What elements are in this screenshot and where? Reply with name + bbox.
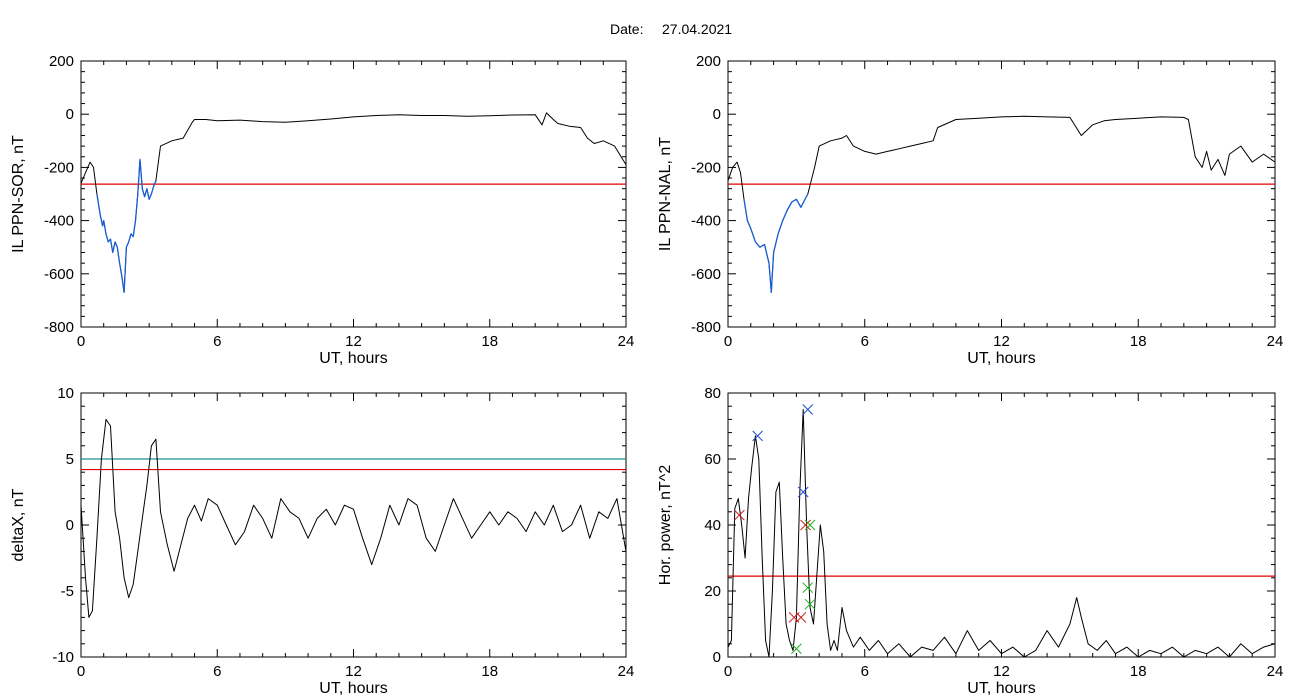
x-tick-label: 0 bbox=[724, 333, 732, 350]
x-axis-label: UT, hours bbox=[319, 350, 387, 367]
y-tick-label: -400 bbox=[691, 213, 721, 230]
marker-x bbox=[804, 519, 816, 531]
marker-x bbox=[804, 598, 816, 610]
series-line bbox=[80, 418, 627, 618]
y-tick-label: -10 bbox=[52, 649, 74, 666]
y-tick-label: 200 bbox=[49, 53, 74, 70]
marker-x bbox=[797, 486, 809, 498]
date-label: Date: bbox=[610, 21, 643, 37]
x-tick-label: 12 bbox=[345, 333, 362, 350]
x-tick-label: 0 bbox=[77, 333, 85, 350]
x-axis-label: UT, hours bbox=[967, 350, 1035, 367]
y-tick-label: 0 bbox=[713, 106, 721, 123]
x-tick-label: 6 bbox=[213, 663, 221, 680]
panel-il-ppn-nal: 0 6 12 18 24 UT, hours -800 -600 -400 -200 0 200 IL … bbox=[657, 53, 1283, 367]
marker-x-stroke bbox=[802, 404, 814, 415]
x-tick-label: 24 bbox=[1267, 333, 1284, 350]
marker-x bbox=[752, 430, 763, 442]
x-tick-label: 12 bbox=[993, 663, 1010, 680]
series-highlight bbox=[96, 158, 157, 294]
marker-x bbox=[795, 612, 807, 623]
marker-x-stroke bbox=[802, 582, 814, 594]
marker-x-stroke bbox=[804, 598, 816, 610]
x-axis-label: UT, hours bbox=[967, 680, 1035, 697]
x-tick-label: 18 bbox=[481, 333, 498, 350]
x-tick-label: 12 bbox=[993, 333, 1010, 350]
series-line bbox=[80, 112, 627, 293]
y-tick-label: -200 bbox=[691, 159, 721, 176]
y-tick-label: 5 bbox=[66, 451, 74, 468]
x-tick-label: 18 bbox=[481, 663, 498, 680]
y-tick-label: 80 bbox=[704, 385, 721, 402]
marker-x bbox=[802, 582, 814, 594]
y-tick-label: 10 bbox=[57, 385, 74, 402]
x-tick-label: 12 bbox=[345, 663, 362, 680]
y-tick-label: -600 bbox=[44, 266, 74, 283]
panel-il-ppn-sor: 0 6 12 18 24 UT, hours -800 -600 -400 -200 0 200 IL … bbox=[10, 53, 634, 367]
series-line bbox=[727, 115, 1276, 293]
y-tick-label: -400 bbox=[44, 213, 74, 230]
marker-x-stroke bbox=[800, 519, 811, 531]
x-tick-label: 6 bbox=[213, 333, 221, 350]
x-axis-label: UT, hours bbox=[319, 680, 387, 697]
marker-x-stroke bbox=[797, 486, 809, 498]
y-tick-label: 0 bbox=[66, 517, 74, 534]
series-line bbox=[727, 409, 1276, 658]
marker-x-stroke bbox=[795, 612, 807, 623]
panel-hor-power: 0 6 12 18 24 UT, hours 0 20 40 60 80 Hor. power, nT… bbox=[657, 385, 1283, 697]
x-tick-label: 18 bbox=[1130, 333, 1147, 350]
marker-x bbox=[800, 519, 811, 531]
x-tick-label: 24 bbox=[618, 663, 635, 680]
marker-x bbox=[802, 404, 814, 415]
panel-deltax: 0 6 12 18 24 UT, hours -10 -5 0 5 10 deltaX, nT bbox=[10, 385, 634, 697]
x-tick-label: 0 bbox=[724, 663, 732, 680]
marker-x bbox=[791, 643, 802, 655]
y-tick-label: 0 bbox=[713, 649, 721, 666]
y-tick-label: 200 bbox=[696, 53, 721, 70]
y-axis-label: deltaX, nT bbox=[10, 488, 27, 561]
plot-frame bbox=[727, 60, 1276, 328]
date-value: 27.04.2021 bbox=[662, 21, 732, 37]
y-tick-label: -800 bbox=[691, 319, 721, 336]
y-tick-label: -800 bbox=[44, 319, 74, 336]
series-highlight bbox=[743, 193, 809, 294]
y-tick-label: -200 bbox=[44, 159, 74, 176]
y-tick-label: -5 bbox=[61, 583, 74, 600]
marker-x-stroke bbox=[791, 643, 802, 655]
x-tick-label: 18 bbox=[1130, 663, 1147, 680]
y-axis-label: IL PPN-NAL, nT bbox=[657, 137, 674, 251]
marker-x-stroke bbox=[752, 430, 763, 442]
x-tick-label: 24 bbox=[1267, 663, 1284, 680]
x-tick-label: 0 bbox=[77, 663, 85, 680]
y-tick-label: 40 bbox=[704, 517, 721, 534]
y-tick-label: -600 bbox=[691, 266, 721, 283]
marker-x-stroke bbox=[804, 519, 816, 531]
y-axis-label: Hor. power, nT^2 bbox=[657, 465, 674, 586]
x-tick-label: 6 bbox=[861, 663, 869, 680]
y-tick-label: 20 bbox=[704, 583, 721, 600]
y-tick-label: 60 bbox=[704, 451, 721, 468]
y-tick-label: 0 bbox=[66, 106, 74, 123]
plot-frame bbox=[80, 60, 627, 328]
y-axis-label: IL PPN-SOR, nT bbox=[10, 135, 27, 253]
marker-x bbox=[734, 509, 745, 521]
x-tick-label: 24 bbox=[618, 333, 635, 350]
x-tick-label: 6 bbox=[861, 333, 869, 350]
marker-x-stroke bbox=[734, 509, 745, 521]
